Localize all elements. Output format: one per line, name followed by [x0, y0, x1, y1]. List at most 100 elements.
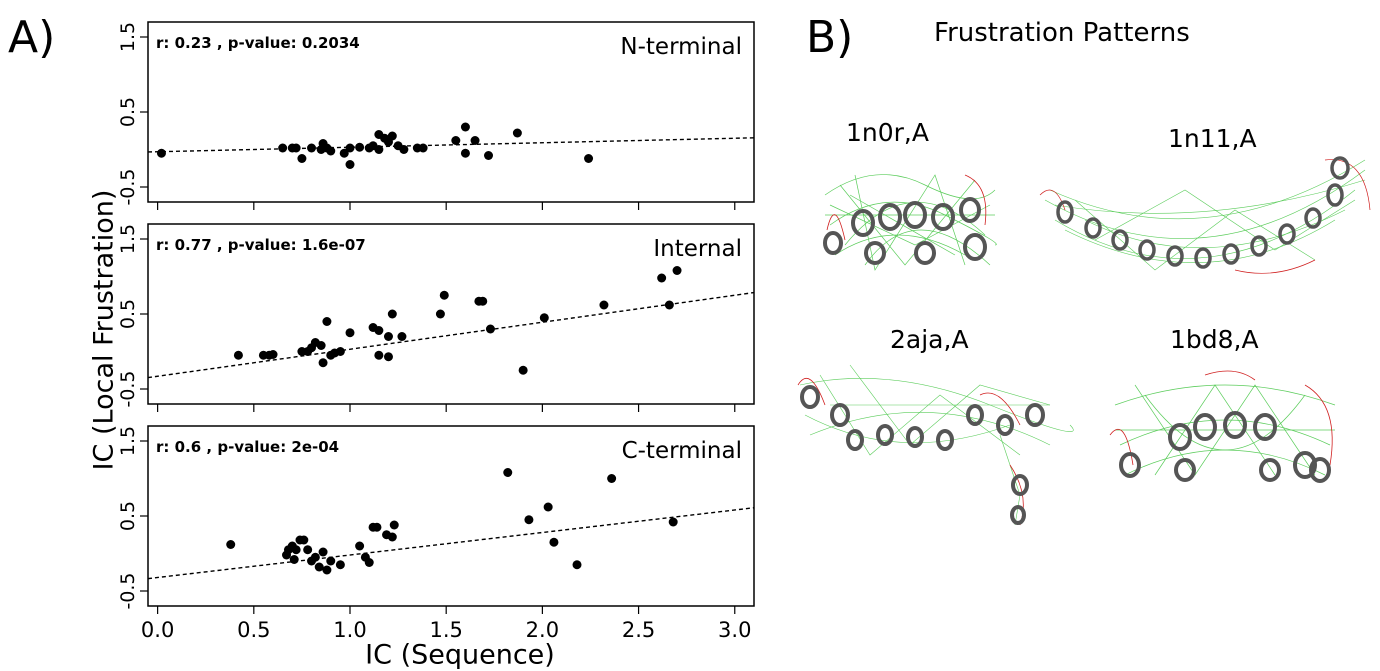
n-terminal-data-point	[460, 148, 470, 158]
n-terminal-data-point	[374, 145, 384, 154]
c-terminal-panel-name: C-terminal	[622, 438, 742, 464]
n-terminal-data-point	[355, 142, 365, 152]
n-terminal-data-point	[326, 146, 336, 156]
internal-data-point	[383, 352, 393, 362]
c-terminal-data-point	[335, 560, 345, 570]
internal-data-point	[539, 313, 549, 323]
c-terminal-x-tick-label: 2.5	[622, 618, 655, 642]
internal-data-point	[318, 358, 328, 368]
c-terminal-data-point	[524, 515, 534, 525]
c-terminal-data-point	[310, 552, 320, 562]
n-terminal-data-point	[470, 136, 480, 145]
internal-data-point	[664, 300, 674, 310]
c-terminal-data-point	[318, 547, 328, 557]
c-terminal-data-point	[572, 560, 582, 570]
internal-data-point	[316, 341, 326, 350]
c-terminal-data-point	[299, 535, 309, 545]
c-terminal-x-tick-label: 1.0	[333, 618, 366, 642]
c-terminal-data-point	[322, 565, 332, 575]
n-terminal-data-point	[291, 143, 301, 153]
n-terminal-data-point	[512, 128, 522, 138]
c-terminal-data-point	[291, 545, 301, 555]
c-terminal-data-point	[503, 468, 513, 477]
c-terminal-data-point	[364, 558, 374, 567]
structure-label-2aja: 2aja,A	[890, 325, 969, 354]
c-terminal-data-point	[389, 520, 399, 530]
internal-data-point	[383, 332, 393, 341]
c-terminal-data-point	[314, 562, 324, 572]
c-terminal-data-point	[226, 540, 236, 549]
n-terminal-data-point	[156, 148, 166, 158]
panel-b-letter: B)	[806, 12, 854, 63]
internal-data-point	[387, 309, 397, 319]
n-terminal-data-point	[339, 148, 349, 158]
c-terminal-y-tick-label: 0.5	[117, 501, 139, 531]
internal-y-tick-label: 1.5	[117, 224, 139, 254]
c-terminal-stats-annotation: r: 0.6 , p-value: 2e-04	[156, 438, 339, 456]
internal-data-point	[485, 324, 495, 334]
c-terminal-x-tick-label: 2.0	[526, 618, 559, 642]
frustration-title: Frustration Patterns	[934, 18, 1190, 48]
n-terminal-fit-line	[147, 137, 755, 153]
c-terminal-data-point	[303, 545, 313, 555]
internal-data-point	[322, 317, 332, 326]
c-terminal-data-point	[372, 522, 382, 532]
internal-data-point	[518, 365, 528, 375]
structure-1n0r-image	[823, 174, 997, 271]
n-terminal-y-tick-label: -0.5	[117, 168, 139, 205]
structure-2aja-image	[797, 364, 1074, 526]
c-terminal-x-tick-label: 0.5	[237, 618, 270, 642]
n-terminal-data-point	[345, 143, 355, 153]
internal-panel-name: Internal	[653, 236, 742, 262]
internal-data-point	[374, 326, 384, 335]
internal-data-point	[478, 296, 488, 306]
n-terminal-y-tick-label: 1.5	[117, 22, 139, 52]
c-terminal-data-point	[326, 556, 336, 566]
c-terminal-data-point	[607, 474, 617, 483]
c-terminal-data-point	[668, 517, 678, 527]
n-terminal-data-point	[451, 136, 461, 145]
c-terminal-data-point	[387, 532, 397, 542]
internal-fit-line	[147, 291, 755, 379]
c-terminal-y-tick-label: 1.5	[117, 426, 139, 456]
internal-y-tick-label: -0.5	[117, 370, 139, 407]
n-terminal-data-point	[399, 145, 409, 154]
n-terminal-panel-name: N-terminal	[620, 34, 742, 60]
n-terminal-data-point	[307, 143, 317, 153]
structure-label-1n11: 1n11,A	[1168, 124, 1257, 153]
internal-data-point	[657, 273, 667, 283]
internal-stats-annotation: r: 0.77 , p-value: 1.6e-07	[156, 236, 366, 254]
c-terminal-data-point	[549, 537, 559, 547]
c-terminal-fit-line	[147, 507, 755, 580]
structure-1bd8-image	[1109, 370, 1336, 483]
n-terminal-data-point	[484, 151, 494, 160]
n-terminal-y-tick-label: 0.5	[117, 97, 139, 127]
c-terminal-data-point	[355, 541, 365, 551]
structure-label-1bd8: 1bd8,A	[1170, 325, 1259, 354]
structure-label-1n0r: 1n0r,A	[846, 118, 929, 147]
internal-data-point	[599, 300, 609, 310]
internal-y-tick-label: 0.5	[117, 299, 139, 329]
n-terminal-data-point	[387, 131, 397, 141]
internal-data-point	[374, 350, 384, 360]
internal-data-point	[435, 309, 445, 319]
n-terminal-data-point	[418, 143, 428, 153]
n-terminal-data-point	[297, 154, 307, 163]
internal-data-point	[345, 328, 355, 338]
n-terminal-stats-annotation: r: 0.23 , p-value: 0.2034	[156, 34, 360, 52]
panel-a-letter: A)	[8, 12, 56, 63]
internal-data-point	[335, 347, 345, 356]
x-axis-title: IC (Sequence)	[365, 639, 555, 671]
c-terminal-x-tick-label: 0.0	[141, 618, 174, 642]
internal-data-point	[439, 290, 449, 300]
internal-data-point	[268, 350, 278, 359]
n-terminal-data-point	[278, 143, 288, 153]
scatter-plots: -0.5 0.5 1.5 r: 0.23 , p-value: 0.2034 N-ter…	[117, 21, 755, 642]
internal-data-point	[397, 332, 407, 341]
c-terminal-y-tick-label: -0.5	[117, 572, 139, 609]
c-terminal-data-point	[543, 502, 553, 512]
structure-1n11-image	[1039, 156, 1371, 274]
n-terminal-data-point	[584, 154, 594, 163]
c-terminal-x-tick-label: 3.0	[718, 618, 751, 642]
n-terminal-data-point	[345, 160, 355, 169]
